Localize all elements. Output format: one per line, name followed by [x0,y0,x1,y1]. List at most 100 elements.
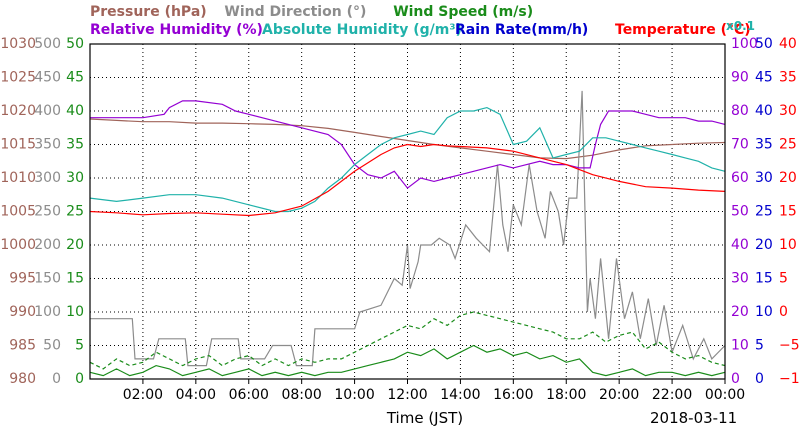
y-tick-label-wind_speed: 5 [75,338,84,354]
x-tick-label: 00:00 [705,387,745,403]
legend-item: Pressure (hPa) [90,4,207,20]
y-tick-label-temperature: 10 [779,237,797,253]
y-tick-label-rain_rate: 5 [755,338,764,354]
y-tick-label-pressure: 990 [9,304,36,320]
y-tick-label-wind_speed: 40 [66,103,84,119]
y-tick-label-rain_rate: 0 [755,371,764,387]
y-tick-label-humidity: 40 [731,237,749,253]
y-tick-label-pressure: 1010 [0,170,36,186]
y-tick-label-wind_speed: 30 [66,170,84,186]
y-tick-label-temperature: 25 [779,137,797,153]
y-tick-label-rain_rate: 45 [755,70,773,86]
y-tick-label-temperature: −10 [779,371,800,387]
y-tick-label-humidity: 30 [731,271,749,287]
y-tick-label-wind_speed: 20 [66,237,84,253]
y-tick-label-wind_speed: 0 [75,371,84,387]
x-tick-label: 08:00 [281,387,321,403]
y-tick-label-humidity: 60 [731,170,749,186]
x-tick-label: 02:00 [123,387,163,403]
x-tick-label: 12:00 [387,387,427,403]
y-tick-label-humidity: 80 [731,103,749,119]
x-tick-label: 20:00 [599,387,639,403]
y-tick-label-rain_rate: 50 [755,36,773,52]
y-tick-label-humidity: 20 [731,304,749,320]
chart-date: 2018-03-11 [650,409,737,427]
grid [90,44,725,379]
x-tick-label: 22:00 [652,387,692,403]
legend-item: Wind Direction (°) [224,4,366,20]
y-tick-label-temperature: 40 [779,36,797,52]
y-tick-label-pressure: 980 [9,371,36,387]
y-tick-label-rain_rate: 20 [755,237,773,253]
y-tick-label-pressure: 1000 [0,237,36,253]
series-line-wind_speed [89,311,726,370]
legend-item: Relative Humidity (%) [90,22,263,38]
series-line-wind_direction [90,90,726,367]
x-axis-title: Time (JST) [386,409,463,427]
y-tick-label-humidity: 50 [731,204,749,220]
y-tick-label-wind_direction: 250 [34,204,61,220]
y-tick-label-temperature: 5 [779,271,788,287]
y-tick-label-rain_rate: 15 [755,271,773,287]
y-tick-label-rain_rate: 10 [755,304,773,320]
legend-item: Rain Rate(mm/h) [455,22,588,38]
y-tick-label-temperature: 30 [779,103,797,119]
y-tick-label-rain_rate: 40 [755,103,773,119]
legend: Pressure (hPa) Wind Direction (°) Wind Spe… [90,4,755,38]
y-tick-label-rain_rate: 30 [755,170,773,186]
y-tick-label-wind_speed: 25 [66,204,84,220]
y-tick-label-wind_direction: 450 [34,70,61,86]
legend-item: Temperature (°C) [615,22,751,38]
y-tick-label-pressure: 995 [9,271,36,287]
legend-item: Absolute Humidity (g/m³) [262,22,462,38]
y-tick-label-wind_direction: 150 [34,271,61,287]
y-tick-label-wind_direction: 100 [34,304,61,320]
y-tick-label-wind_direction: 350 [34,137,61,153]
x-tick-label: 18:00 [546,387,586,403]
x-tick-label: 16:00 [493,387,533,403]
series-line-humidity [89,106,726,213]
series-line-temperature [89,143,726,217]
x-tick-label: 10:00 [334,387,374,403]
y-tick-label-wind_direction: 400 [34,103,61,119]
axes: 9809859909951000100510101015102010251030… [0,36,800,387]
y-tick-label-pressure: 1020 [0,103,36,119]
y-tick-label-pressure: 1005 [0,204,36,220]
y-tick-label-wind_speed: 45 [66,70,84,86]
y-tick-label-temperature: 15 [779,204,797,220]
y-tick-label-humidity: 100 [731,36,758,52]
series-line-pressure [89,118,726,160]
y-tick-label-wind_speed: 50 [66,36,84,52]
y-tick-label-pressure: 985 [9,338,36,354]
y-tick-label-rain_rate: 25 [755,204,773,220]
y-tick-label-humidity: 90 [731,70,749,86]
y-tick-label-pressure: 1025 [0,70,36,86]
y-tick-label-humidity: 10 [731,338,749,354]
legend-item: Wind Speed (m/s) [393,4,533,20]
series-line-humidity [90,100,726,189]
y-tick-label-humidity: 70 [731,137,749,153]
y-tick-label-wind_speed: 10 [66,304,84,320]
x-axis: 02:00 04:00 06:00 08:00 10:00 12:00 14:00 16:00… [123,379,745,427]
y-tick-label-wind_speed: 15 [66,271,84,287]
y-tick-label-wind_direction: 50 [43,338,61,354]
series-line-wind_speed [89,344,726,377]
y-tick-label-wind_speed: 35 [66,137,84,153]
x-tick-label: 14:00 [440,387,480,403]
y-tick-label-rain_rate: 35 [755,137,773,153]
y-tick-label-wind_direction: 200 [34,237,61,253]
y-tick-label-wind_direction: 300 [34,170,61,186]
x-tick-label: 04:00 [176,387,216,403]
x-tick-label: 06:00 [229,387,269,403]
y-tick-label-temperature: 20 [779,170,797,186]
y-tick-label-wind_direction: 500 [34,36,61,52]
y-tick-label-temperature: −5 [779,338,800,354]
abs-humidity-scale-note: x0.1 [726,19,755,33]
y-tick-label-temperature: 35 [779,70,797,86]
y-tick-label-temperature: 0 [779,304,788,320]
y-tick-label-humidity: 0 [731,371,740,387]
y-tick-label-pressure: 1015 [0,137,36,153]
series-lines [89,90,726,377]
